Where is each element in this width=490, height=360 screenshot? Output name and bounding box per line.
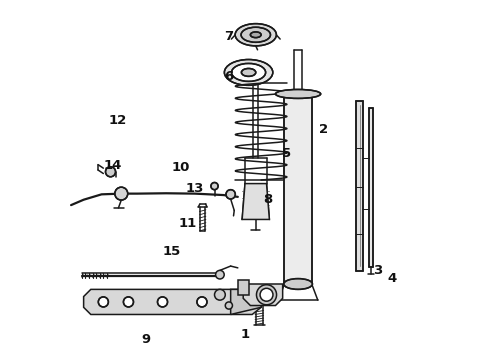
Ellipse shape <box>241 27 270 42</box>
Text: 10: 10 <box>172 161 190 174</box>
Ellipse shape <box>232 63 266 81</box>
Text: 14: 14 <box>103 159 122 172</box>
Text: 4: 4 <box>388 272 397 285</box>
Polygon shape <box>84 289 261 315</box>
Polygon shape <box>243 284 283 306</box>
Circle shape <box>197 297 207 307</box>
Text: 8: 8 <box>264 193 273 206</box>
Polygon shape <box>285 94 312 284</box>
Text: 11: 11 <box>178 216 197 230</box>
Polygon shape <box>238 280 248 295</box>
Text: 7: 7 <box>224 30 233 43</box>
Polygon shape <box>231 289 261 315</box>
Text: 9: 9 <box>142 333 151 346</box>
Circle shape <box>260 288 273 301</box>
Circle shape <box>123 297 133 307</box>
Circle shape <box>225 302 232 309</box>
Ellipse shape <box>284 279 313 289</box>
Ellipse shape <box>235 24 276 46</box>
Circle shape <box>216 270 224 279</box>
Text: 1: 1 <box>241 328 249 341</box>
Text: 12: 12 <box>109 114 127 127</box>
Circle shape <box>211 183 218 190</box>
Circle shape <box>256 285 276 305</box>
Text: 3: 3 <box>373 264 382 277</box>
Text: 6: 6 <box>224 69 234 82</box>
Circle shape <box>157 297 168 307</box>
Text: 5: 5 <box>282 147 291 159</box>
Circle shape <box>226 190 235 199</box>
Ellipse shape <box>250 32 261 38</box>
Text: 2: 2 <box>319 123 328 136</box>
Circle shape <box>215 289 225 300</box>
Ellipse shape <box>275 89 320 98</box>
Circle shape <box>115 187 128 200</box>
Text: 15: 15 <box>162 245 181 258</box>
Polygon shape <box>356 101 364 271</box>
Ellipse shape <box>242 68 256 76</box>
Text: 13: 13 <box>186 183 204 195</box>
Ellipse shape <box>224 59 273 85</box>
Circle shape <box>105 167 116 177</box>
Circle shape <box>98 297 108 307</box>
Polygon shape <box>369 108 373 267</box>
Polygon shape <box>242 184 270 220</box>
